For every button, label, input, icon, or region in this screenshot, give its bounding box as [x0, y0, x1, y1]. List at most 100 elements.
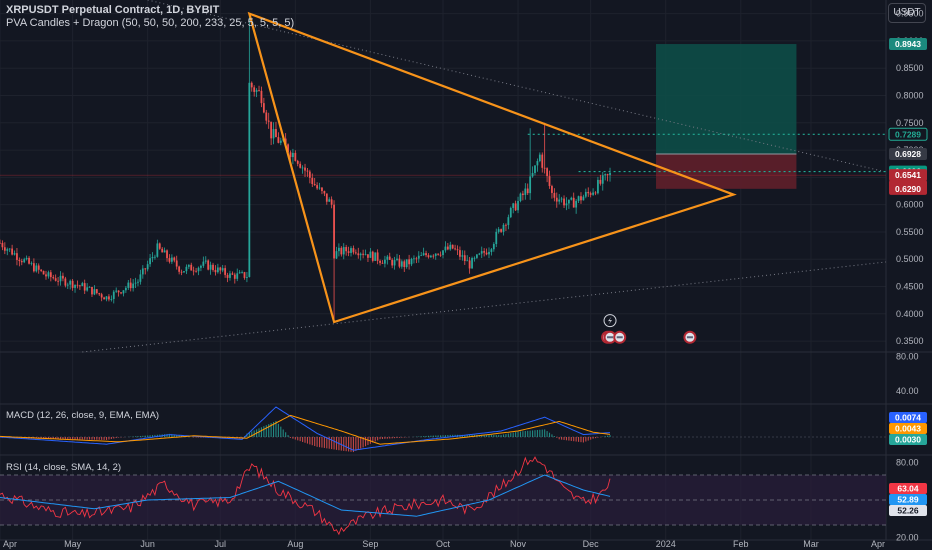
price-tag[interactable]: 0.8943 — [889, 38, 927, 51]
candle-body — [149, 258, 151, 265]
candle-body — [429, 255, 432, 258]
candle-body — [357, 253, 360, 256]
indicator-legend[interactable]: PVA Candles + Dragon (50, 50, 50, 200, 2… — [6, 17, 294, 29]
candle-body — [246, 276, 248, 278]
lower-trendline — [82, 261, 887, 353]
event-badge-icon[interactable] — [683, 330, 697, 344]
candle-body — [444, 246, 447, 251]
candle-body — [231, 273, 234, 275]
candle-body — [260, 90, 263, 104]
price-tag[interactable]: 0.6541 — [889, 169, 927, 182]
candle-body — [209, 264, 212, 270]
candle-body — [488, 251, 490, 255]
candle-body — [139, 274, 142, 282]
candle-body — [81, 283, 84, 287]
candle-body — [170, 257, 173, 262]
x-tick-label: Apr — [3, 539, 17, 549]
x-tick-label: Oct — [436, 539, 451, 549]
candle-body — [536, 161, 539, 166]
rsi-value-label: 63.04 — [897, 484, 919, 494]
price-tag[interactable]: 0.6290 — [889, 182, 927, 195]
candle-body — [422, 253, 425, 256]
candle-body — [463, 255, 466, 261]
candle-body — [23, 259, 26, 263]
candle-body — [120, 292, 122, 294]
candle-body — [236, 273, 239, 279]
candle-body — [468, 260, 471, 269]
rsi-value-tag: 63.04 — [889, 483, 927, 494]
candle-body — [480, 251, 483, 254]
lightning-icon[interactable] — [603, 314, 617, 328]
candle-body — [495, 231, 498, 245]
candle-body — [483, 251, 486, 253]
candle-body — [146, 264, 149, 270]
candle-body — [233, 274, 236, 279]
price-tag-label: 0.6541 — [895, 170, 921, 180]
x-tick-label: Apr — [871, 539, 885, 549]
candle-body — [37, 265, 40, 270]
candle-body — [202, 261, 205, 266]
candle-body — [459, 250, 461, 257]
candle-body — [534, 165, 536, 173]
price-tag[interactable]: 0.7289 — [888, 127, 928, 141]
candle-body — [313, 184, 316, 186]
candle-body — [161, 248, 164, 253]
candle-body — [95, 289, 98, 294]
candle-body — [379, 260, 381, 263]
candle-body — [362, 253, 365, 255]
candle-body — [16, 253, 18, 260]
candle-body — [289, 152, 292, 158]
candle-body — [45, 274, 47, 277]
candle-body — [437, 253, 440, 255]
candle-body — [221, 268, 224, 271]
candle-body — [572, 197, 575, 208]
rsi-y-tick: 20.00 — [896, 533, 919, 543]
price-tag[interactable]: 0.6928 — [889, 148, 927, 161]
candle-body — [490, 249, 493, 252]
candle-body — [127, 282, 130, 288]
macd-value-tag: 0.0043 — [889, 423, 927, 434]
candle-body — [183, 271, 185, 273]
y-tick-label: 0.8500 — [896, 63, 924, 73]
candle-body — [11, 248, 14, 255]
candle-body — [439, 254, 442, 256]
candle-body — [592, 192, 594, 195]
candle-body — [243, 272, 246, 278]
candle-body — [229, 273, 231, 278]
currency-button[interactable]: USDT — [888, 3, 926, 23]
candle-body — [100, 294, 103, 298]
symbol-title[interactable]: XRPUSDT Perpetual Contract, 1D, BYBIT — [6, 4, 220, 16]
candle-body — [98, 293, 101, 295]
event-badge-icon[interactable] — [613, 330, 627, 344]
candle-body — [594, 192, 597, 194]
candle-body — [200, 265, 202, 268]
macd-line — [0, 406, 611, 451]
candle-body — [601, 175, 604, 184]
candle-body — [226, 274, 229, 278]
candle-body — [35, 265, 38, 272]
candle-body — [342, 247, 345, 255]
candle-body — [267, 120, 270, 122]
candle-body — [108, 296, 110, 300]
candle-body — [609, 172, 611, 176]
candle-body — [376, 252, 379, 261]
macd-value-label: 0.0074 — [895, 413, 921, 423]
candle-body — [78, 285, 81, 287]
candle-body — [473, 257, 476, 259]
x-tick-label: 2024 — [656, 539, 676, 549]
candle-body — [204, 260, 207, 262]
candle-body — [265, 112, 268, 121]
candle-body — [485, 252, 488, 255]
candle-body — [335, 251, 338, 259]
candle-body — [371, 251, 374, 261]
candle-body — [507, 217, 510, 226]
candle-body — [543, 167, 546, 169]
candle-body — [3, 247, 6, 251]
candle-body — [417, 255, 420, 259]
candle-body — [71, 280, 74, 288]
candle-body — [374, 252, 377, 261]
candle-body — [442, 250, 444, 256]
candle-body — [122, 290, 125, 294]
candle-body — [338, 247, 340, 252]
